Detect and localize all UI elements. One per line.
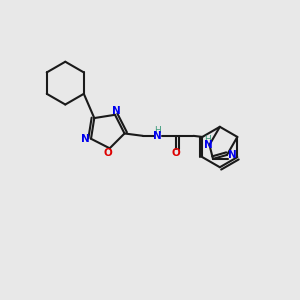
Text: O: O (104, 148, 112, 158)
Text: N: N (153, 131, 162, 141)
Text: N: N (228, 150, 236, 160)
Text: O: O (172, 148, 181, 158)
Text: N: N (81, 134, 90, 144)
Text: H: H (205, 135, 211, 144)
Text: N: N (112, 106, 121, 116)
Text: N: N (204, 140, 212, 150)
Text: H: H (154, 126, 161, 135)
